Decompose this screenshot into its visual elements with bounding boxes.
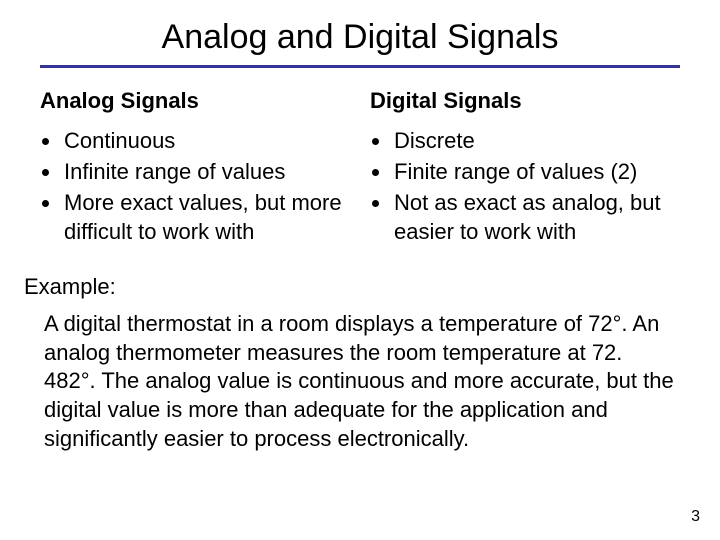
left-column: Analog Signals Continuous Infinite range… — [40, 82, 350, 248]
slide-title: Analog and Digital Signals — [0, 0, 720, 65]
title-rule — [40, 65, 680, 68]
right-heading: Digital Signals — [370, 88, 680, 114]
left-heading: Analog Signals — [40, 88, 350, 114]
two-column-area: Analog Signals Continuous Infinite range… — [0, 82, 720, 248]
slide: Analog and Digital Signals Analog Signal… — [0, 0, 720, 540]
list-item: More exact values, but more difficult to… — [62, 188, 350, 248]
list-item: Discrete — [392, 126, 680, 157]
list-item: Infinite range of values — [62, 157, 350, 188]
page-number: 3 — [691, 508, 700, 526]
example-label: Example: — [24, 274, 720, 300]
right-bullet-list: Discrete Finite range of values (2) Not … — [392, 126, 680, 248]
list-item: Not as exact as analog, but easier to wo… — [392, 188, 680, 248]
example-body: A digital thermostat in a room displays … — [44, 310, 676, 453]
right-column: Digital Signals Discrete Finite range of… — [370, 82, 680, 248]
list-item: Continuous — [62, 126, 350, 157]
left-bullet-list: Continuous Infinite range of values More… — [62, 126, 350, 248]
list-item: Finite range of values (2) — [392, 157, 680, 188]
